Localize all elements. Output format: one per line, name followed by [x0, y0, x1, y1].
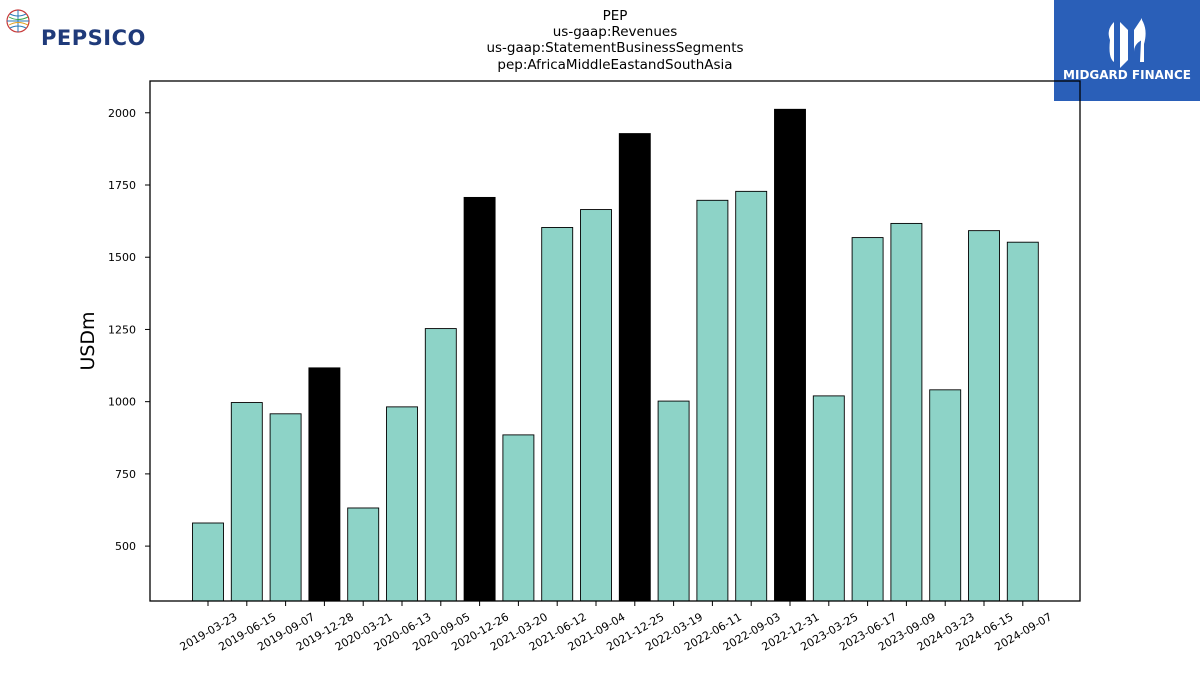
bar-2022-06-11 — [696, 199, 729, 602]
bar-2024-06-15 — [968, 230, 1000, 602]
bars-group — [192, 108, 1039, 602]
y-tick-label: 1500 — [108, 251, 136, 264]
title-line-4: pep:AfricaMiddleEastandSouthAsia — [497, 57, 732, 73]
y-tick-label: 500 — [115, 540, 136, 553]
bar-2022-03-19 — [657, 400, 690, 602]
bar-2021-09-04 — [580, 209, 612, 602]
bar-2023-06-17 — [851, 237, 884, 602]
bar-2021-12-25 — [618, 133, 651, 602]
bar-2019-06-15 — [230, 402, 263, 602]
y-tick-label: 1750 — [108, 179, 136, 192]
bar-2019-09-07 — [269, 413, 302, 602]
bar-2023-09-09 — [890, 222, 923, 602]
x-axis: 2019-03-232019-06-152019-09-072019-12-28… — [178, 601, 1054, 654]
globe-icon — [6, 9, 30, 33]
title-line-2: us-gaap:Revenues — [553, 24, 678, 40]
y-tick-label: 2000 — [108, 107, 136, 120]
y-axis: 500 750 1000 1250 1500 1750 2000 — [108, 107, 150, 553]
midgard-mark-icon — [1108, 18, 1146, 68]
bar-2023-03-25 — [812, 395, 845, 602]
midgard-finance-logo: MIDGARD FINANCE — [1054, 0, 1200, 101]
y-tick-label: 1250 — [108, 323, 136, 336]
pepsico-wordmark: PEPSICO — [41, 26, 146, 50]
pepsico-logo: PEPSICO — [4, 6, 164, 50]
bar-2019-03-23 — [192, 522, 224, 602]
bar-2020-06-13 — [386, 406, 418, 602]
bar-2021-06-12 — [541, 227, 574, 602]
bar-2019-12-28 — [308, 367, 341, 602]
bar-2024-03-23 — [929, 389, 962, 602]
title-line-1: PEP — [603, 8, 628, 24]
bar-2021-03-20 — [502, 434, 535, 602]
plot-frame — [149, 80, 1081, 602]
bar-2020-09-05 — [424, 328, 457, 602]
bar-2020-03-21 — [347, 507, 380, 602]
y-tick-label: 750 — [115, 468, 136, 481]
y-tick-label: 1000 — [108, 396, 136, 409]
bar-2022-09-03 — [735, 190, 768, 602]
bar-2022-12-31 — [774, 108, 806, 602]
bar-2024-09-07 — [1006, 241, 1039, 602]
midgard-wordmark: MIDGARD FINANCE — [1063, 68, 1191, 82]
title-line-3: us-gaap:StatementBusinessSegments — [486, 40, 743, 56]
y-axis-label: USDm — [77, 311, 99, 370]
bar-2020-12-26 — [463, 196, 496, 602]
chart-title: PEP us-gaap:Revenues us-gaap:StatementBu… — [486, 8, 743, 73]
